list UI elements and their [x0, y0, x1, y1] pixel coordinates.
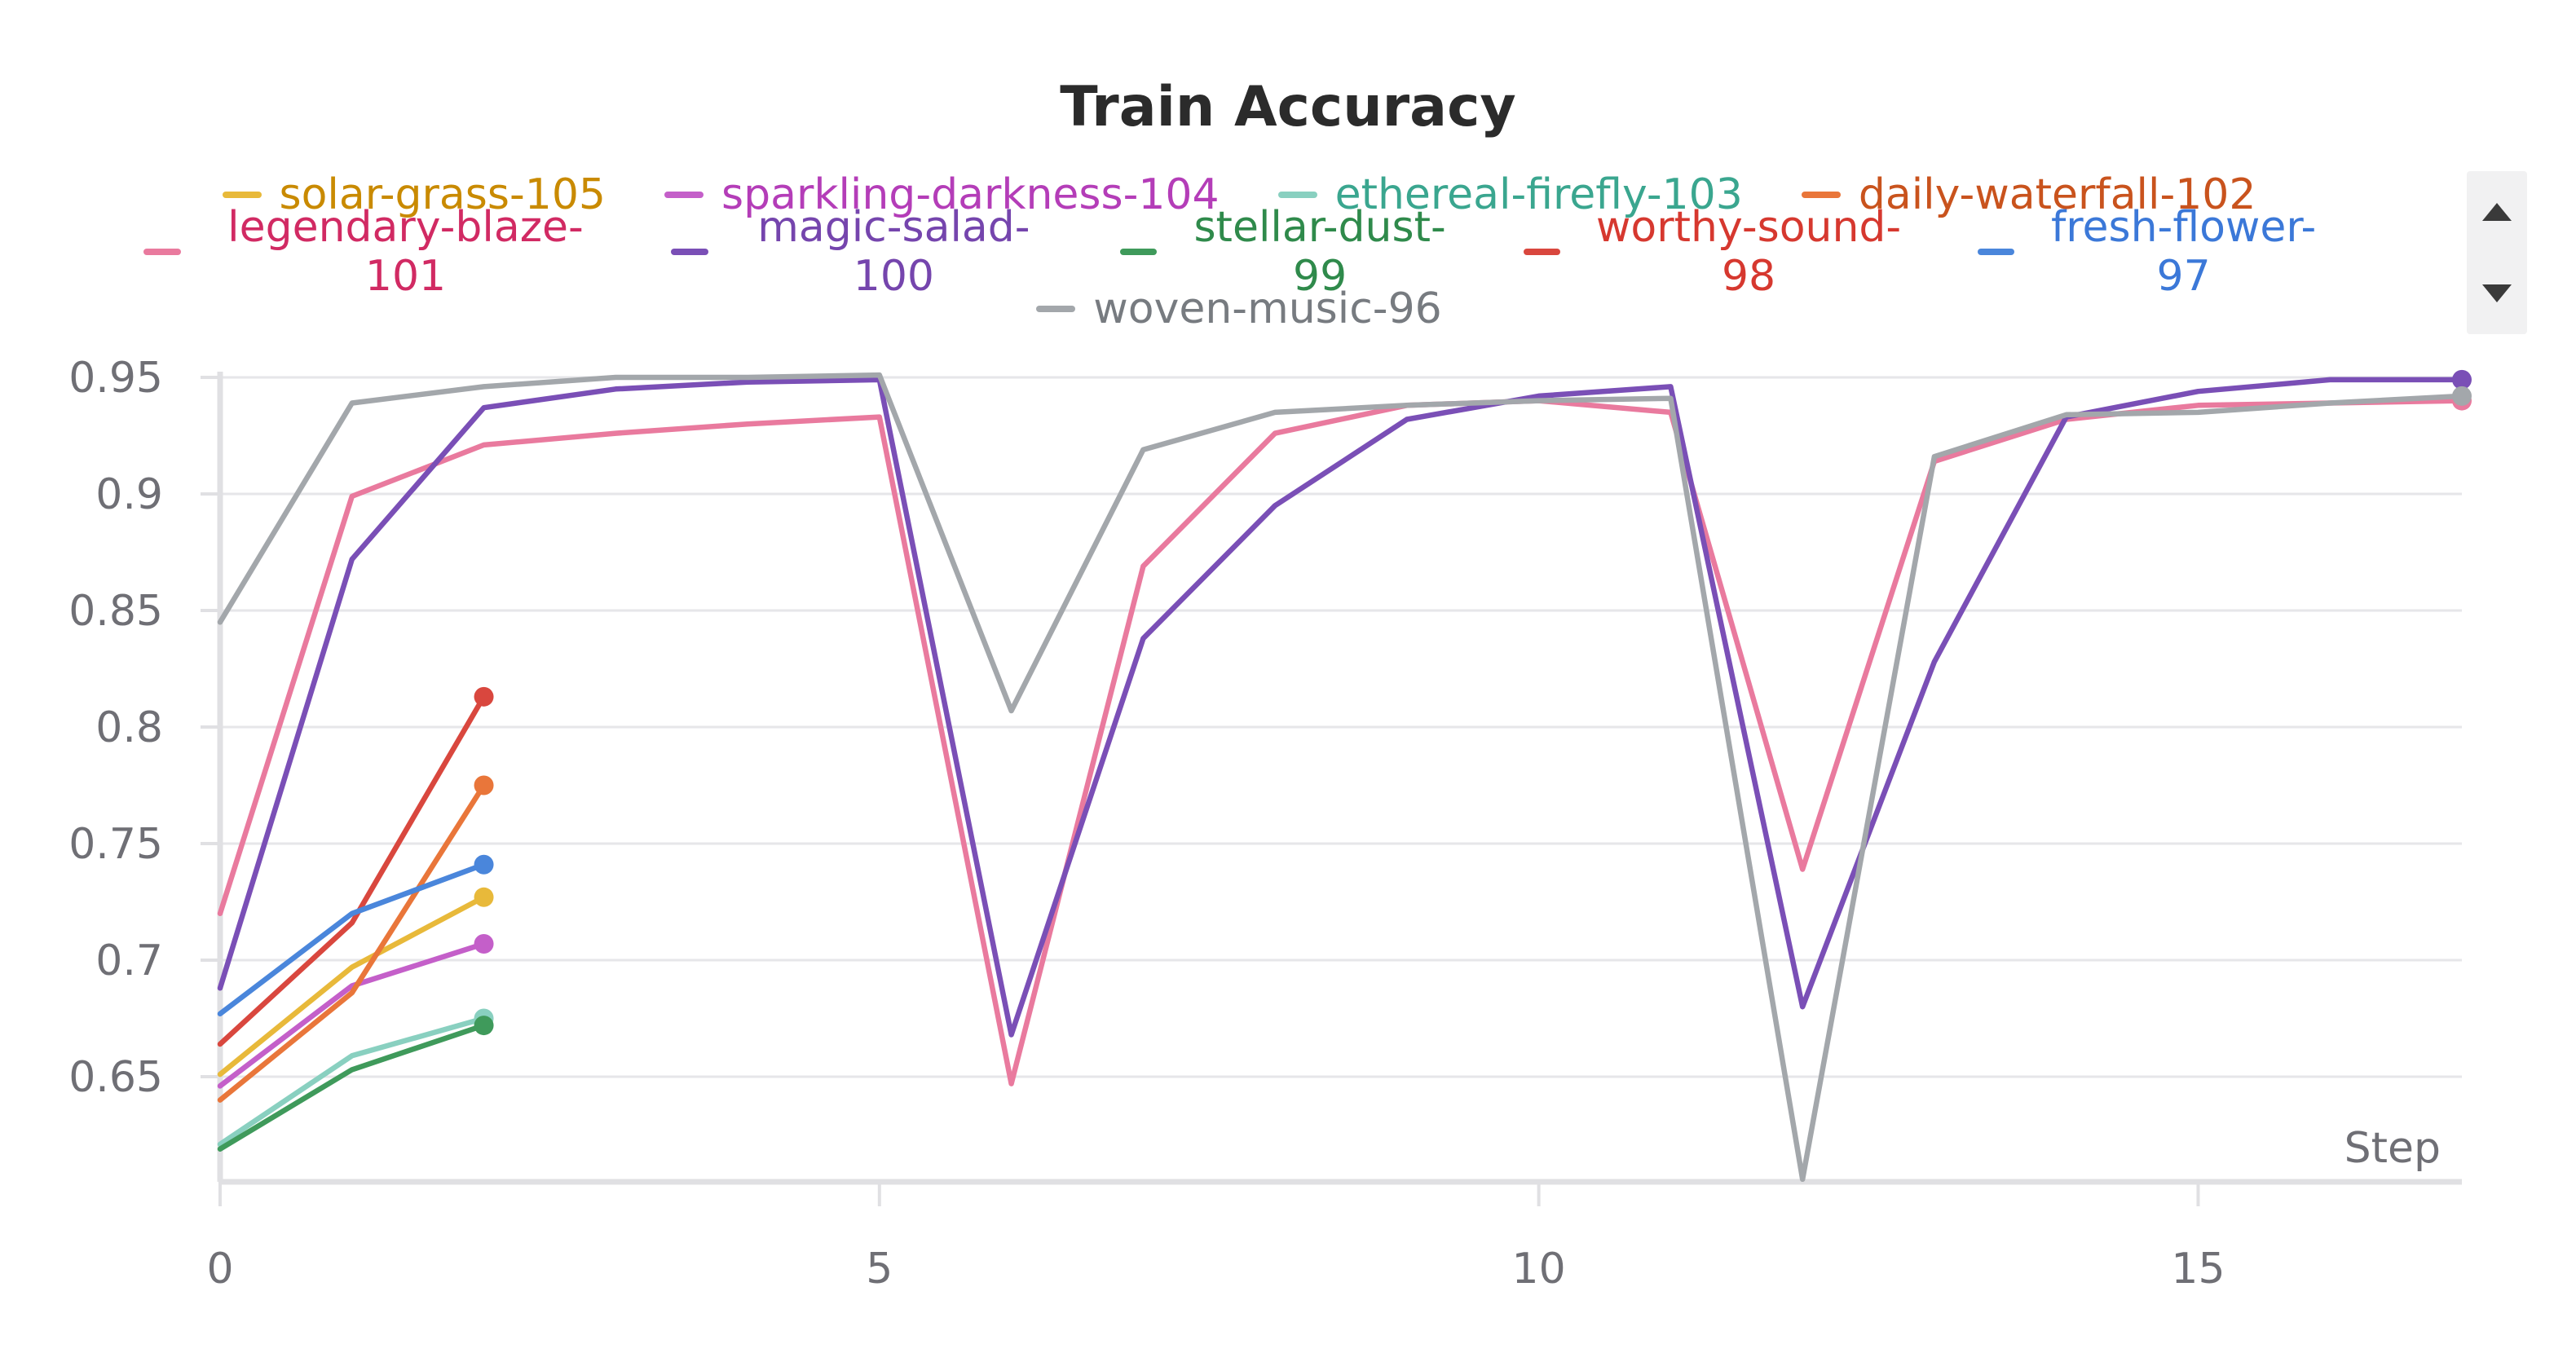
- legend-label: stellar-dust-99: [1193, 203, 1446, 301]
- legend: solar-grass-105 sparkling-darkness-104 eth…: [114, 166, 2364, 337]
- series-line-stellar-dust-99[interactable]: [217, 1022, 487, 1152]
- legend-label: woven-music-96: [1093, 284, 1442, 333]
- series-line-woven-music-96[interactable]: [217, 372, 2465, 1183]
- series-endpoint-daily-waterfall-102[interactable]: [474, 775, 494, 795]
- legend-item[interactable]: fresh-flower-97: [1977, 203, 2335, 301]
- series-line-daily-waterfall-102[interactable]: [217, 782, 487, 1103]
- y-tick-label: 0.8: [95, 703, 163, 752]
- series-line-ethereal-firefly-103[interactable]: [217, 1016, 487, 1148]
- series-endpoint-solar-grass-105[interactable]: [474, 887, 494, 907]
- legend-swatch: [671, 249, 708, 255]
- series-line-sparkling-darkness-104[interactable]: [217, 941, 487, 1089]
- series-endpoint-magic-salad-100[interactable]: [2452, 369, 2472, 390]
- legend-label: legendary-blaze-101: [227, 203, 584, 301]
- x-tick-label: 5: [866, 1245, 893, 1294]
- legend-item[interactable]: ethereal-firefly-103: [1277, 170, 1743, 219]
- chart-title: Train Accuracy: [1060, 75, 1516, 139]
- x-tick-label: 0: [206, 1245, 233, 1294]
- legend-scroll-control: [2467, 171, 2527, 334]
- y-tick-label: 0.65: [68, 1053, 163, 1102]
- legend-swatch: [664, 192, 704, 198]
- y-tick-label: 0.7: [95, 937, 163, 985]
- x-tick-label: 15: [2171, 1245, 2225, 1294]
- legend-swatch: [1277, 192, 1317, 198]
- triangle-up-icon: [2482, 203, 2512, 221]
- series-endpoint-fresh-flower-97[interactable]: [474, 854, 494, 875]
- y-tick-label: 0.95: [68, 354, 163, 403]
- legend-item[interactable]: solar-grass-105: [222, 170, 607, 219]
- triangle-down-icon: [2482, 284, 2512, 302]
- legend-row: legendary-blaze-101 magic-salad-100 stella…: [114, 203, 2364, 301]
- legend-item[interactable]: magic-salad-100: [671, 203, 1061, 301]
- legend-row: woven-music-96: [114, 280, 2364, 337]
- series-line-legendary-blaze-101[interactable]: [217, 398, 2465, 1086]
- legend-swatch: [1119, 249, 1158, 255]
- legend-item[interactable]: stellar-dust-99: [1119, 203, 1465, 301]
- x-tick-label: 10: [1512, 1245, 1566, 1294]
- series-endpoint-sparkling-darkness-104[interactable]: [474, 933, 494, 954]
- legend-swatch: [143, 249, 181, 255]
- legend-item[interactable]: sparkling-darkness-104: [664, 170, 1220, 219]
- legend-label: worthy-sound-98: [1595, 203, 1902, 301]
- legend-label: fresh-flower-97: [2050, 203, 2317, 301]
- legend-swatch: [1523, 249, 1561, 255]
- legend-label: solar-grass-105: [279, 170, 607, 219]
- y-tick-label: 0.75: [68, 820, 163, 869]
- legend-swatch: [1977, 249, 2015, 255]
- series-line-magic-salad-100[interactable]: [217, 377, 2465, 1038]
- legend-swatch: [1801, 192, 1841, 198]
- series-line-solar-grass-105[interactable]: [217, 894, 487, 1078]
- series-endpoint-woven-music-96[interactable]: [2452, 386, 2472, 406]
- x-axis-label: Step: [2344, 1124, 2441, 1173]
- series-line-worthy-sound-98[interactable]: [217, 694, 487, 1047]
- legend-item[interactable]: legendary-blaze-101: [143, 203, 612, 301]
- legend-item[interactable]: daily-waterfall-102: [1801, 170, 2256, 219]
- y-tick-label: 0.85: [68, 587, 163, 636]
- series-endpoint-worthy-sound-98[interactable]: [474, 686, 494, 707]
- legend-label: ethereal-firefly-103: [1334, 170, 1743, 219]
- series-endpoint-stellar-dust-99[interactable]: [474, 1016, 494, 1036]
- legend-label: daily-waterfall-102: [1858, 170, 2256, 219]
- legend-label: magic-salad-100: [757, 203, 1030, 301]
- legend-scroll-up-button[interactable]: [2467, 171, 2527, 253]
- legend-row: solar-grass-105 sparkling-darkness-104 eth…: [114, 166, 2364, 223]
- legend-scroll-down-button[interactable]: [2467, 253, 2527, 334]
- legend-item[interactable]: worthy-sound-98: [1523, 203, 1919, 301]
- legend-swatch: [222, 192, 262, 198]
- legend-item[interactable]: woven-music-96: [1036, 284, 1442, 333]
- legend-label: sparkling-darkness-104: [721, 170, 1220, 219]
- y-tick-label: 0.9: [95, 470, 163, 519]
- legend-swatch: [1036, 306, 1076, 312]
- series-line-fresh-flower-97[interactable]: [217, 862, 487, 1017]
